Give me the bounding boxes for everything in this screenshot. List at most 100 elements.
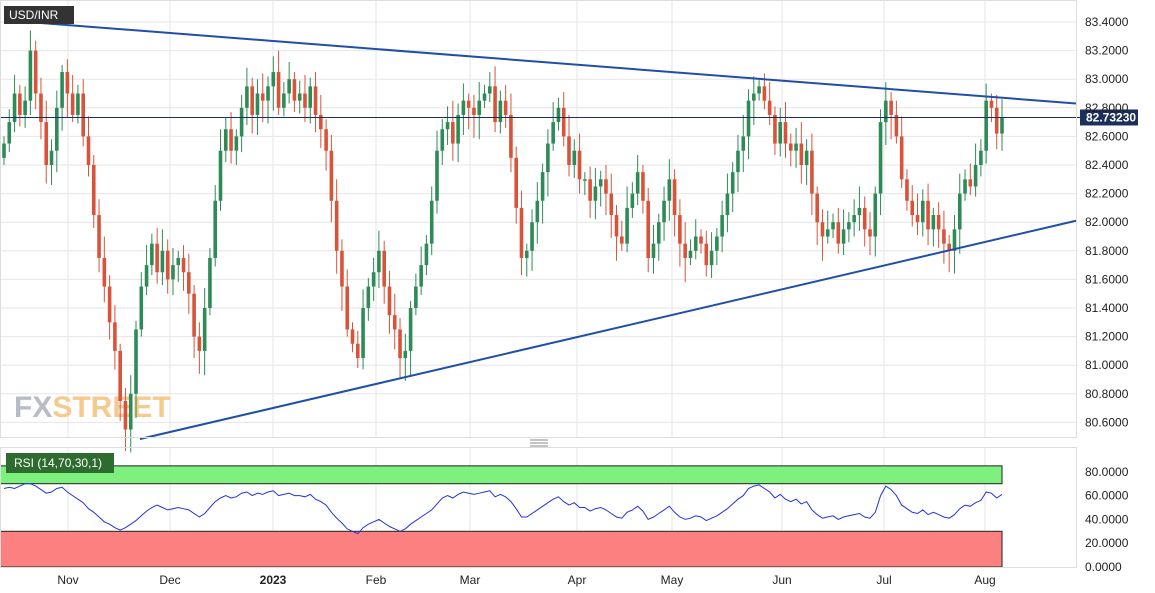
- candle-body: [350, 329, 355, 344]
- candle-body: [757, 86, 761, 94]
- candle-body: [371, 272, 376, 287]
- candle-body: [308, 86, 313, 108]
- panel-resize-handle[interactable]: [530, 439, 548, 447]
- candle-body: [408, 308, 413, 351]
- y-tick-label: 81.0000: [1085, 358, 1129, 372]
- candle-body: [736, 150, 740, 173]
- candle-body: [255, 93, 260, 115]
- x-tick-label: Mar: [460, 573, 481, 587]
- candle-body: [947, 243, 951, 251]
- watermark-logo: FXSTREET: [14, 391, 171, 424]
- candle-body: [577, 150, 582, 180]
- candle-body: [762, 86, 767, 101]
- candle-body: [884, 100, 888, 123]
- candle-body: [144, 265, 149, 287]
- y-tick-label: 80.6000: [1085, 415, 1129, 429]
- candle-body: [546, 143, 550, 173]
- candle-body: [160, 250, 165, 273]
- candle-body: [276, 72, 281, 108]
- candle-body: [778, 122, 783, 144]
- candle-body: [836, 222, 841, 244]
- candle-body: [535, 200, 540, 223]
- candle-body: [730, 172, 735, 194]
- candle-body: [841, 229, 846, 244]
- rsi-oversold-zone: [0, 530, 1003, 568]
- candle-body: [672, 179, 677, 216]
- candle-body: [989, 100, 994, 108]
- candle-body: [113, 322, 117, 351]
- candle-body: [171, 265, 175, 280]
- candle-body: [487, 86, 492, 94]
- candle-body: [440, 129, 445, 151]
- candle-body: [414, 286, 418, 308]
- rsi-y-tick-label: 0.0000: [1085, 560, 1122, 574]
- y-tick-label: 81.2000: [1085, 330, 1129, 344]
- x-tick-label: Apr: [568, 573, 587, 587]
- candle-body: [704, 243, 709, 266]
- candle-body: [667, 179, 672, 201]
- watermark-group: FXSTREET: [14, 391, 171, 424]
- candle-body: [572, 150, 577, 165]
- candle-body: [514, 157, 519, 208]
- candle-body: [28, 50, 33, 101]
- candle-body: [398, 329, 402, 359]
- candle-body: [451, 122, 455, 144]
- candle-body: [709, 250, 714, 266]
- candle-body: [181, 257, 186, 273]
- candle-body: [699, 236, 703, 244]
- candle-body: [936, 215, 941, 230]
- candle-body: [503, 100, 508, 115]
- candle-body: [377, 250, 381, 273]
- y-tick-label: 82.4000: [1085, 158, 1129, 172]
- x-tick-label: Jul: [876, 573, 891, 587]
- candle-body: [466, 100, 471, 108]
- candle-body: [942, 229, 946, 244]
- candle-body: [641, 172, 645, 201]
- candle-body: [361, 308, 365, 359]
- candle-body: [477, 100, 482, 115]
- candle-body: [282, 93, 286, 108]
- candle-body: [86, 136, 91, 165]
- candle-body: [746, 100, 751, 137]
- candle-body: [583, 179, 587, 181]
- candle-body: [799, 143, 804, 165]
- candle-body: [567, 136, 571, 165]
- candle-body: [33, 50, 38, 94]
- candle-body: [815, 193, 819, 223]
- candle-body: [984, 100, 988, 151]
- candle-body: [429, 200, 434, 244]
- candle-body: [435, 150, 439, 201]
- candle-body: [524, 250, 529, 258]
- candle-body: [403, 350, 408, 359]
- candle-body: [107, 286, 112, 323]
- candle-body: [994, 107, 999, 134]
- candle-body: [155, 243, 159, 273]
- axis-labels-group: 83.4000 83.2000 83.0000 82.8000 82.6000 82.40…: [57, 15, 1128, 587]
- candle-body: [630, 193, 635, 208]
- candle-body: [493, 86, 497, 123]
- rsi-zones: [0, 465, 1003, 568]
- candle-body: [229, 129, 233, 151]
- candle-body: [857, 207, 862, 216]
- candle-body: [150, 243, 154, 266]
- candle-body: [878, 122, 883, 194]
- candle-body: [81, 93, 86, 137]
- rsi-y-tick-label: 40.0000: [1085, 512, 1129, 526]
- candle-body: [392, 315, 397, 330]
- candle-body: [609, 193, 614, 216]
- candle-body: [519, 207, 524, 258]
- candle-body: [382, 250, 386, 287]
- candle-body: [334, 200, 339, 251]
- x-tick-label: Jun: [772, 573, 791, 587]
- candle-body: [825, 229, 830, 237]
- candle-body: [60, 72, 64, 108]
- candle-body: [297, 93, 302, 101]
- candle-body: [783, 122, 788, 144]
- rsi-label-badge: [6, 453, 114, 473]
- candle-body: [683, 243, 687, 258]
- candle-body: [18, 93, 22, 115]
- candle-body: [873, 193, 878, 237]
- candle-body: [831, 222, 835, 230]
- candle-body: [239, 107, 244, 137]
- candle-body: [620, 236, 624, 244]
